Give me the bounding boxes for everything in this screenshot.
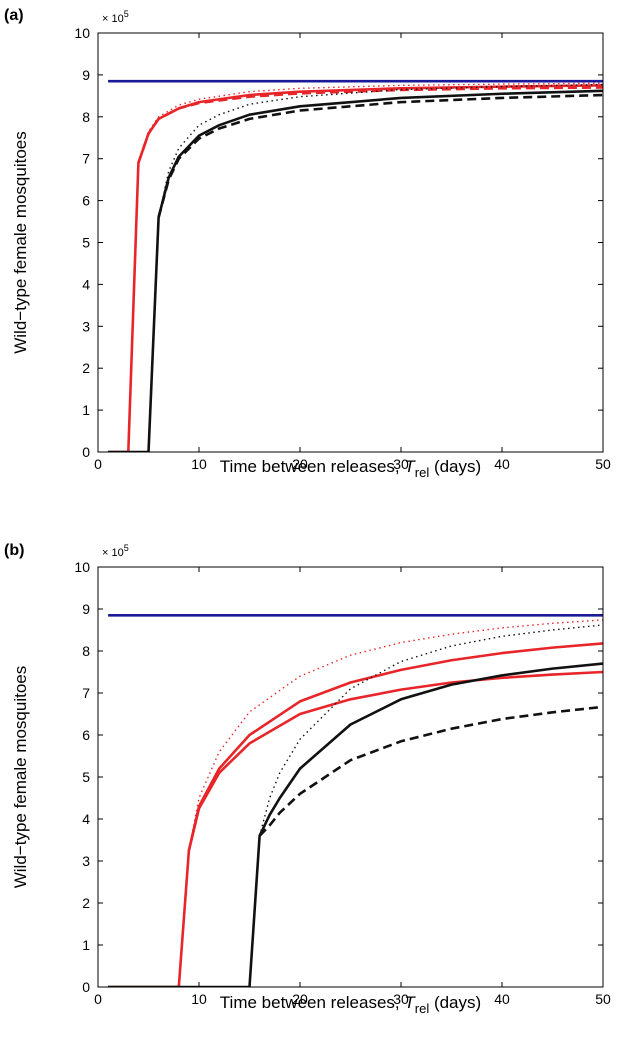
y-tick-label: 5 [82, 235, 90, 251]
y-tick-label: 6 [82, 727, 90, 743]
x-axis-label: Time between releases, Trel (days) [220, 993, 481, 1016]
y-tick-label: 4 [82, 811, 90, 827]
x-tick-label: 0 [94, 991, 102, 1007]
y-axis-label: Wild−type female mosquitoes [11, 666, 30, 889]
series-line-1 [108, 84, 603, 452]
y-tick-label: 0 [82, 979, 90, 995]
x-tick-label: 10 [191, 456, 207, 472]
y-axis-label: Wild−type female mosquitoes [11, 131, 30, 354]
x-tick-label: 30 [393, 991, 409, 1007]
series-line-6 [157, 83, 603, 218]
y-tick-label: 9 [82, 67, 90, 83]
series-line-4 [108, 662, 603, 987]
plot-frame [97, 566, 604, 988]
y-tick-label: 1 [82, 937, 90, 953]
y-tick-label: 4 [82, 276, 90, 292]
series-line-6 [258, 624, 603, 836]
x-tick-label: 0 [94, 456, 102, 472]
y-multiplier-label: × 105 [102, 543, 129, 559]
series-line-3 [188, 619, 603, 851]
y-tick-label: 9 [82, 601, 90, 617]
y-multiplier-exponent: 5 [124, 9, 129, 19]
y-tick-label: 10 [74, 559, 90, 575]
x-tick-label: 20 [292, 991, 308, 1007]
series-line-4 [108, 89, 603, 452]
y-tick-label: 6 [82, 193, 90, 209]
y-tick-label: 0 [82, 444, 90, 460]
series-line-2 [187, 670, 603, 851]
y-multiplier-label: × 105 [102, 9, 129, 25]
panel-label: (b) [4, 542, 24, 559]
x-tick-label: 50 [595, 456, 611, 472]
x-tick-label: 20 [292, 456, 308, 472]
y-tick-label: 3 [82, 853, 90, 869]
x-tick-label: 50 [595, 991, 611, 1007]
series-group [108, 79, 603, 452]
series-line-3 [137, 82, 603, 164]
x-tick-label: 40 [494, 991, 510, 1007]
x-axis-label-subscript: rel [415, 465, 430, 480]
x-axis-label-subscript: rel [415, 1001, 430, 1016]
x-tick-label: 40 [494, 456, 510, 472]
y-tick-label: 2 [82, 895, 90, 911]
y-multiplier-exponent: 5 [124, 543, 129, 553]
series-line-5 [258, 705, 603, 837]
y-tick-label: 3 [82, 318, 90, 334]
y-tick-label: 10 [74, 25, 90, 41]
y-tick-label: 1 [82, 402, 90, 418]
x-tick-label: 30 [393, 456, 409, 472]
x-axis-label-main: Time between releases, [220, 993, 405, 1012]
series-line-2 [137, 86, 603, 164]
series-line-1 [108, 642, 603, 987]
y-tick-label: 7 [82, 151, 90, 167]
x-axis-label: Time between releases, Trel (days) [220, 457, 481, 480]
y-tick-label: 8 [82, 643, 90, 659]
series-line-5 [157, 93, 603, 218]
series-group [108, 613, 603, 987]
x-axis-label-variable: T [404, 457, 416, 476]
plot-frame [97, 32, 604, 453]
x-axis-label-unit: (days) [429, 993, 481, 1012]
y-multiplier-base: × 10 [102, 13, 124, 25]
panel-label: (a) [4, 7, 24, 24]
x-axis-label-variable: T [404, 993, 416, 1012]
y-tick-label: 7 [82, 685, 90, 701]
y-tick-label: 2 [82, 360, 90, 376]
x-axis-label-main: Time between releases, [220, 457, 405, 476]
y-tick-label: 5 [82, 769, 90, 785]
y-multiplier-base: × 10 [102, 547, 124, 559]
x-axis-label-unit: (days) [429, 457, 481, 476]
x-tick-label: 10 [191, 991, 207, 1007]
y-tick-label: 8 [82, 109, 90, 125]
